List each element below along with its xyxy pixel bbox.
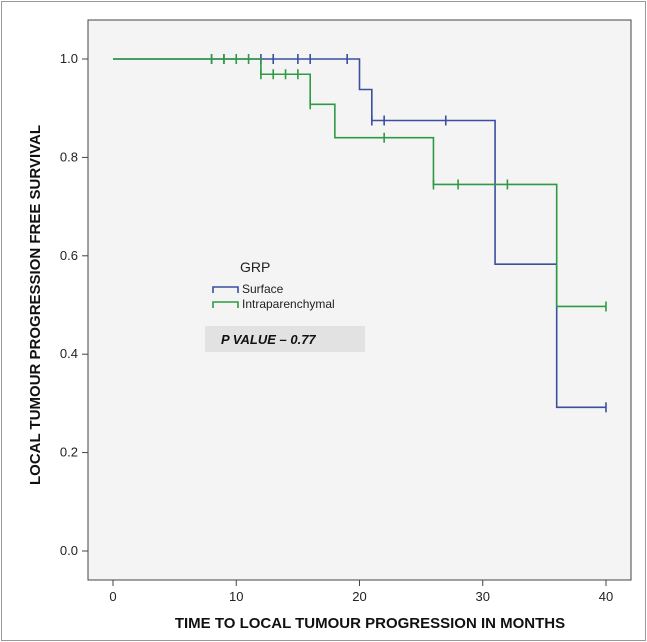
series-intraparenchymal: [113, 54, 607, 312]
y-tick-label: 0.6: [60, 248, 78, 263]
series-layer: [113, 54, 607, 413]
x-axis-title: TIME TO LOCAL TUMOUR PROGRESSION IN MONT…: [175, 615, 565, 632]
legend-swatch-intraparenchymal: [212, 301, 239, 308]
y-tick-label: 0.2: [60, 445, 78, 460]
y-axis: 0.0 0.2 0.4 0.6 0.8 1.0: [60, 20, 89, 580]
x-tick-label: 10: [229, 589, 243, 604]
y-tick-label: 0.0: [60, 543, 78, 558]
legend-label-surface: Surface: [242, 282, 284, 296]
p-value-box: [205, 326, 365, 352]
y-tick-label: 0.4: [60, 346, 78, 361]
legend-swatch-surface: [212, 286, 239, 293]
x-tick-label: 40: [599, 589, 613, 604]
y-tick-label: 0.8: [60, 149, 78, 164]
x-axis: 0 10 20 30 40: [88, 579, 631, 604]
series-line-surface: [113, 58, 606, 409]
y-axis-title: LOCAL TUMOUR PROGRESSION FREE SURVIVAL: [27, 125, 44, 485]
p-value-text: P VALUE – 0.77: [221, 332, 316, 347]
legend-title: GRP: [240, 259, 270, 275]
x-tick-label: 0: [109, 589, 116, 604]
y-tick-label: 1.0: [60, 51, 78, 66]
legend-label-intraparenchymal: Intraparenchymal: [242, 297, 335, 311]
plot-area: [87, 19, 632, 581]
x-tick-label: 20: [352, 589, 366, 604]
p-value-annotation: P VALUE – 0.77: [205, 326, 365, 352]
legend: GRP Surface Intraparenchymal: [212, 259, 335, 311]
x-tick-label: 30: [476, 589, 490, 604]
